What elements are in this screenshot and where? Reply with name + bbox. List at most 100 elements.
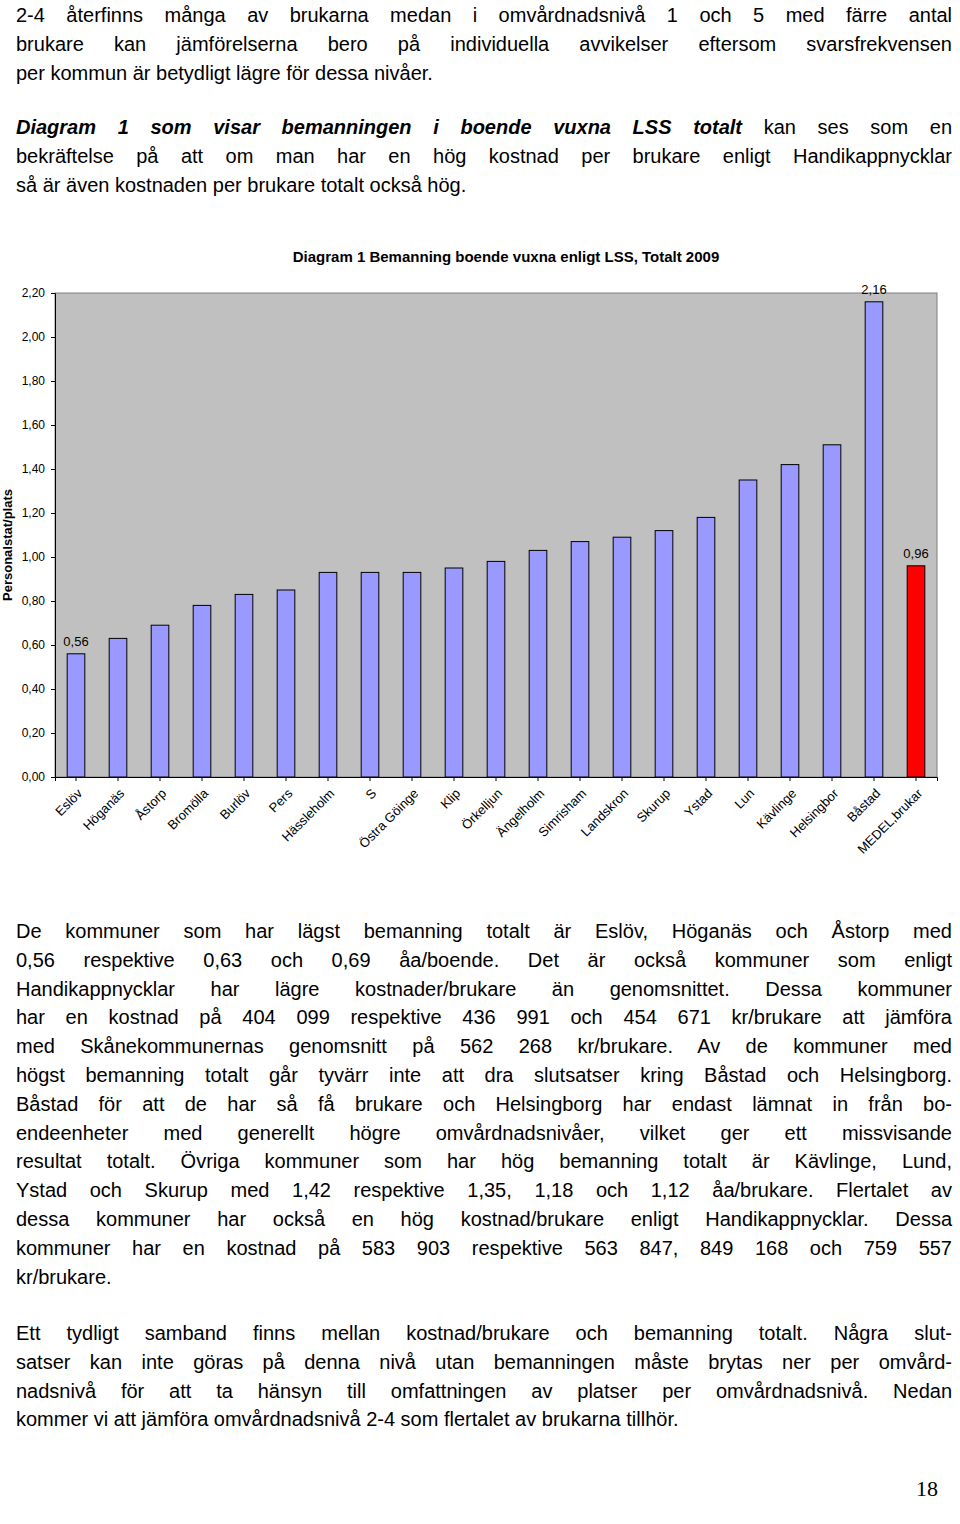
- tick-label: Höganäs: [80, 785, 128, 833]
- tick: Hässleholm: [279, 777, 338, 844]
- axis-line: [51, 294, 56, 778]
- tick-mark: [51, 293, 55, 294]
- tick: Östra Göinge: [356, 777, 421, 851]
- plot-area: [55, 293, 937, 777]
- tick-label: Helsingbor: [787, 785, 842, 840]
- tick-mark: [51, 513, 55, 514]
- tick: 1,80: [22, 374, 55, 388]
- tick: 0,00: [22, 770, 55, 784]
- tick-mark: [790, 777, 791, 781]
- tick-mark: [51, 777, 55, 778]
- tick-label: Landskron: [578, 786, 632, 840]
- tick: Båstad: [844, 777, 883, 825]
- tick: 0,40: [22, 682, 55, 696]
- data-label: 2,16: [861, 282, 886, 297]
- text-line: har en kostnad på 404 099 respektive 436…: [16, 1004, 952, 1030]
- tick-mark: [51, 689, 55, 690]
- tick: 2,20: [22, 286, 55, 300]
- bold-text: Diagram 1 som visar bemanningen i boende…: [16, 116, 742, 138]
- text-line: bekräftelse på att om man har en hög kos…: [16, 143, 952, 169]
- chart: 0,000,200,400,600,801,001,201,401,601,80…: [0, 0, 960, 900]
- text-line: Ett tydligt samband finns mellan kostnad…: [16, 1320, 952, 1346]
- tick: 0,60: [22, 638, 55, 652]
- tick: Skurup: [634, 777, 674, 825]
- page-number: 18: [916, 1476, 938, 1502]
- tick-mark: [454, 777, 455, 781]
- data-label: 0,96: [903, 546, 928, 561]
- bar: [277, 590, 295, 777]
- bar: [739, 480, 757, 777]
- tick-mark: [412, 777, 413, 781]
- tick: S: [363, 777, 380, 802]
- bar: [655, 531, 673, 777]
- tick-label: 0,40: [22, 682, 46, 696]
- text-line: per kommun är betydligt lägre för dessa …: [16, 60, 952, 86]
- tick-mark: [622, 777, 623, 781]
- text-line: Ystad och Skurup med 1,42 respektive 1,3…: [16, 1177, 952, 1203]
- tick-mark: [496, 777, 497, 781]
- tick-mark: [51, 733, 55, 734]
- text-line: 0,56 respektive 0,63 och 0,69 åa/boende.…: [16, 947, 952, 973]
- tick: Pers: [266, 777, 296, 815]
- tick-label: 2,20: [22, 286, 46, 300]
- text-line: Diagram 1 som visar bemanningen i boende…: [16, 114, 952, 140]
- tick-label: Östra Göinge: [356, 786, 421, 851]
- y-axis: 0,000,200,400,600,801,001,201,401,601,80…: [22, 286, 56, 784]
- bar: [865, 302, 883, 777]
- tick-mark: [916, 777, 917, 781]
- bar: [697, 517, 715, 777]
- tick: Eslöv: [52, 777, 85, 819]
- tick-label: 1,80: [22, 374, 46, 388]
- tick-label: 2,00: [22, 330, 46, 344]
- text-line: med Skånekommunernas genomsnitt på 562 2…: [16, 1033, 952, 1059]
- text-line: kommer vi att jämföra omvårdnadsnivå 2-4…: [16, 1406, 952, 1432]
- tick-label: MEDEL,brukar: [854, 785, 925, 856]
- data-label: 0,56: [63, 634, 88, 649]
- tick-label: Pers: [266, 785, 296, 815]
- bar: [907, 566, 925, 777]
- tick-label: Båstad: [844, 786, 883, 825]
- bar: [613, 537, 631, 777]
- tick: Ystad: [681, 777, 715, 820]
- tick: 1,20: [22, 506, 55, 520]
- text-line: brukare kan jämförelserna bero på indivi…: [16, 31, 952, 57]
- tick-label: 0,00: [22, 770, 46, 784]
- tick-mark: [748, 777, 749, 781]
- tick-mark: [202, 777, 203, 781]
- tick: Klip: [437, 777, 463, 812]
- tick-mark: [286, 777, 287, 781]
- bar: [67, 654, 85, 777]
- text-line: så är även kostnaden per brukare totalt …: [16, 172, 952, 198]
- tick: Burlöv: [217, 777, 254, 822]
- tick: 1,00: [22, 550, 55, 564]
- axis-title: Personalstat/plats: [0, 489, 15, 601]
- tick-mark: [160, 777, 161, 781]
- tick-mark: [51, 601, 55, 602]
- tick-label: 1,20: [22, 506, 46, 520]
- axis-line: [56, 778, 938, 782]
- bar: [403, 572, 421, 777]
- bar: [487, 561, 505, 777]
- text-line: endeenheter med generellt högre omvårdna…: [16, 1120, 952, 1146]
- tick-label: 0,20: [22, 726, 46, 740]
- tick-mark: [51, 645, 55, 646]
- tick-mark: [538, 777, 539, 781]
- tick-mark: [328, 777, 329, 781]
- tick-label: Lun: [731, 786, 757, 812]
- tick-mark: [51, 425, 55, 426]
- tick-label: Åstorp: [132, 786, 169, 823]
- tick: Helsingbor: [787, 777, 842, 840]
- text-line: dessa kommuner har också en hög kostnad/…: [16, 1206, 952, 1232]
- tick-label: Bromölla: [164, 785, 211, 832]
- bar: [361, 572, 379, 777]
- tick: 1,40: [22, 462, 55, 476]
- tick-mark: [370, 777, 371, 781]
- text-line: De kommuner som har lägst bemanning tota…: [16, 918, 952, 944]
- bars: [67, 302, 925, 777]
- tick-label: Hässleholm: [279, 786, 338, 845]
- text-line: Handikappnycklar har lägre kostnader/bru…: [16, 976, 952, 1002]
- tick: Åstorp: [132, 777, 169, 823]
- bar: [235, 594, 253, 777]
- tick-mark: [51, 337, 55, 338]
- text-line: resultat totalt. Övriga kommuner som har…: [16, 1148, 952, 1174]
